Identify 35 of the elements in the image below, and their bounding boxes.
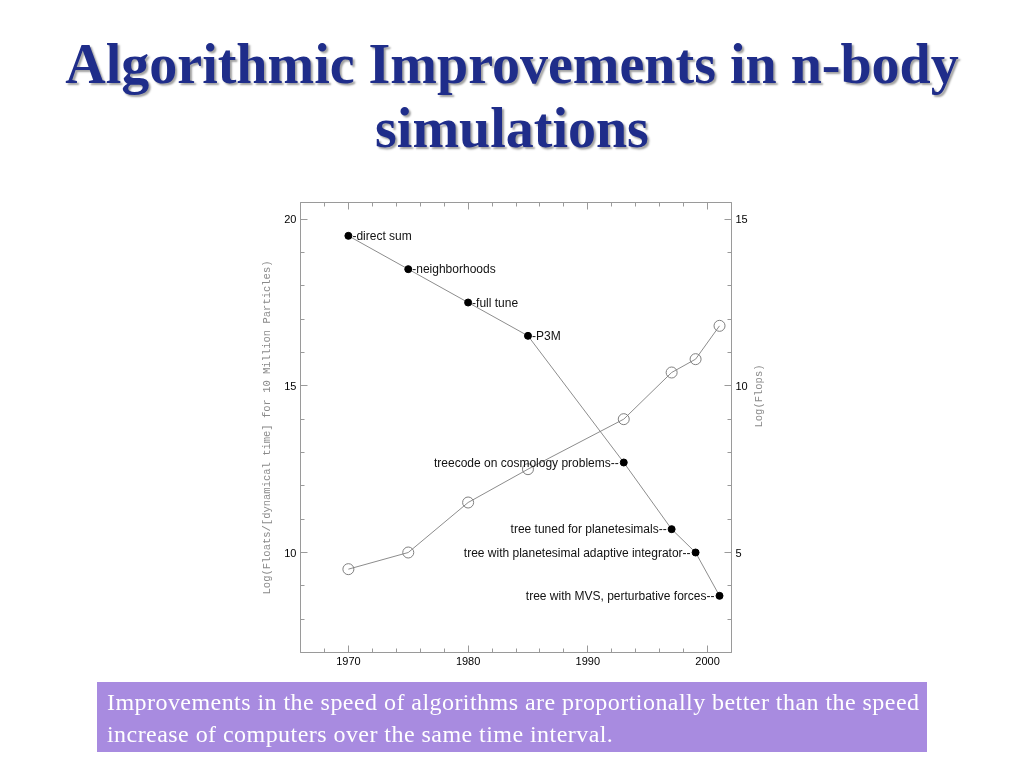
y2-axis-title: Log(Flops) — [752, 364, 765, 428]
y-tick-label: 10 — [284, 546, 297, 559]
point — [715, 591, 724, 600]
y2-tick-label: 10 — [735, 379, 748, 392]
y-axis-title: Log(Floats/[dynamical time] for 10 Million Particles) — [261, 260, 274, 595]
point — [617, 413, 630, 426]
annotation: tree with planetesimal adaptive integrator-- — [463, 545, 691, 560]
point — [713, 319, 726, 332]
point — [691, 548, 700, 557]
annotation: -full tune — [472, 295, 519, 310]
point — [619, 458, 628, 467]
annotation: tree with MVS, perturbative forces-- — [525, 588, 715, 603]
y-tick-label: 15 — [284, 379, 297, 392]
point — [462, 496, 475, 509]
point — [402, 546, 415, 559]
chart-title: Algorithmic Improvements in n-body simulations — [64, 32, 960, 160]
y-tick-label: 20 — [284, 213, 297, 226]
y2-tick-label: 5 — [735, 546, 742, 559]
point — [667, 525, 676, 534]
annotation: treecode on cosmology problems-- — [434, 455, 619, 470]
annotation: -direct sum — [352, 228, 412, 243]
annotation: -P3M — [531, 328, 561, 343]
annotation: -neighborhoods — [412, 262, 496, 277]
point — [344, 231, 353, 240]
y2-tick-label: 15 — [735, 213, 748, 226]
annotation: tree tuned for planetesimals-- — [510, 522, 667, 537]
text: Improvements in the speed of algorithms are proportionally better than the speed increase of computers over the same time interval. — [97, 682, 927, 752]
point — [665, 366, 678, 379]
point — [523, 331, 532, 340]
x-tick-label: 1990 — [575, 654, 601, 667]
x-tick-label: 1980 — [455, 654, 481, 667]
x-tick-label: 2000 — [695, 654, 720, 667]
point — [342, 563, 355, 576]
point — [689, 353, 702, 366]
x-tick-label: 1970 — [336, 654, 361, 667]
